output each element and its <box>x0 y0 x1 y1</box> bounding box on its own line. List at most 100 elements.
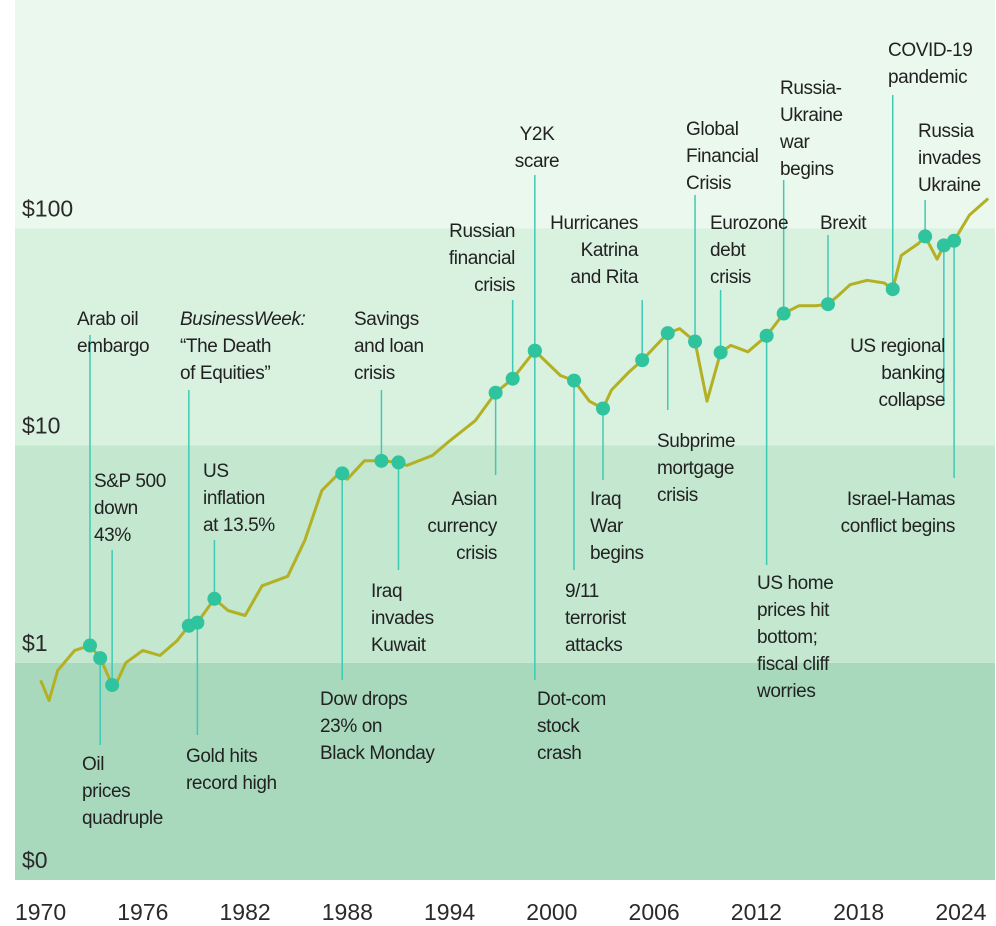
event-label: crisis <box>354 363 395 384</box>
event-label: war <box>779 132 810 153</box>
event-marker <box>635 353 650 368</box>
band <box>15 0 995 229</box>
event-marker <box>374 453 389 468</box>
event-label: “The Death <box>180 336 271 357</box>
x-tick-label: 1976 <box>117 899 168 925</box>
band <box>15 662 995 880</box>
x-tick-label: 1970 <box>15 899 66 925</box>
x-tick-label: 2000 <box>526 899 577 925</box>
event-label: Arab oil <box>77 309 138 330</box>
event-label: 9/11 <box>565 581 599 602</box>
y-tick-label: $0 <box>22 847 48 873</box>
event-label: debt <box>710 240 747 261</box>
event-marker <box>596 401 610 416</box>
event-marker <box>660 326 675 341</box>
x-tick-label: 2024 <box>935 899 986 925</box>
event-label: stock <box>537 716 580 737</box>
event-label: invades <box>371 608 434 629</box>
event-label: worries <box>756 681 815 702</box>
event-marker <box>190 615 205 630</box>
event-label: Russia <box>918 121 975 142</box>
event-label: prices hit <box>757 600 830 621</box>
event-marker <box>776 306 791 321</box>
event-marker <box>93 651 108 666</box>
event-marker <box>885 282 900 297</box>
event-label: Kuwait <box>371 635 427 656</box>
event-label: and loan <box>354 336 424 357</box>
event-label: War <box>590 516 624 537</box>
event-marker <box>918 229 933 244</box>
event-label: BusinessWeek: <box>180 309 306 330</box>
y-tick-label: $10 <box>22 413 60 439</box>
event-label: Dot-com <box>537 689 606 710</box>
x-tick-label: 1982 <box>220 899 271 925</box>
event-label: 23% on <box>320 716 382 737</box>
event-label: Crisis <box>686 173 731 194</box>
event-label: record high <box>186 773 277 794</box>
event-label: Ukraine <box>780 105 843 126</box>
event-label: currency <box>427 516 498 537</box>
event-label: mortgage <box>657 458 734 479</box>
x-tick-label: 2012 <box>731 899 782 925</box>
event-label: Iraq <box>590 489 621 510</box>
x-tick-label: 1994 <box>424 899 475 925</box>
event-marker <box>713 345 728 360</box>
event-label: Financial <box>686 146 758 167</box>
event-label: Israel-Hamas <box>847 489 955 510</box>
x-tick-label: 1988 <box>322 899 373 925</box>
event-label: Ukraine <box>918 175 981 196</box>
event-label: crisis <box>710 267 751 288</box>
event-marker <box>947 233 962 248</box>
event-label: financial <box>449 248 515 269</box>
event-label: Global <box>686 119 739 140</box>
band <box>15 228 995 446</box>
event-label: Dow drops <box>320 689 407 710</box>
event-marker <box>527 343 542 358</box>
event-marker <box>335 466 350 481</box>
event-marker <box>505 371 520 386</box>
y-tick-label: $1 <box>22 630 48 656</box>
event-label: crisis <box>657 485 698 506</box>
event-label: Black Monday <box>320 743 435 764</box>
event-label: attacks <box>565 635 622 656</box>
event-label: US home <box>757 573 833 594</box>
event-label: Iraq <box>371 581 402 602</box>
event-label: conflict begins <box>841 516 955 537</box>
x-tick-label: 2018 <box>833 899 884 925</box>
event-label: Gold hits <box>186 746 257 767</box>
event-label: inflation <box>203 488 265 509</box>
event-label: quadruple <box>82 808 163 829</box>
event-label: of Equities” <box>180 363 270 384</box>
event-label: crisis <box>474 275 515 296</box>
event-label: invades <box>918 148 981 169</box>
event-label: collapse <box>878 390 945 411</box>
event-label: at 13.5% <box>203 515 275 536</box>
event-marker <box>82 638 97 653</box>
event-marker <box>207 591 222 606</box>
event-label: 43% <box>94 525 131 546</box>
event-label: Katrina <box>581 240 639 261</box>
event-label: Hurricanes <box>550 213 638 234</box>
event-label: Russia- <box>780 78 842 99</box>
event-label: terrorist <box>565 608 627 629</box>
event-label: US <box>203 461 229 482</box>
event-label: Asian <box>451 489 497 510</box>
event-marker <box>105 677 120 692</box>
event-label: embargo <box>77 336 149 357</box>
event-label: Russian <box>449 221 515 242</box>
event-label: Eurozone <box>710 213 788 234</box>
event-label: Y2K <box>520 124 555 145</box>
band <box>15 445 995 663</box>
event-label: begins <box>590 543 644 564</box>
event-label: down <box>94 498 138 519</box>
event-label: scare <box>515 151 559 172</box>
event-label: crisis <box>456 543 497 564</box>
event-label: banking <box>881 363 945 384</box>
event-label: Brexit <box>820 213 867 234</box>
x-tick-label: 2006 <box>629 899 680 925</box>
event-label: begins <box>780 159 834 180</box>
event-label: and Rita <box>570 267 638 288</box>
event-label: Oil <box>82 754 104 775</box>
event-label: Subprime <box>657 431 735 452</box>
